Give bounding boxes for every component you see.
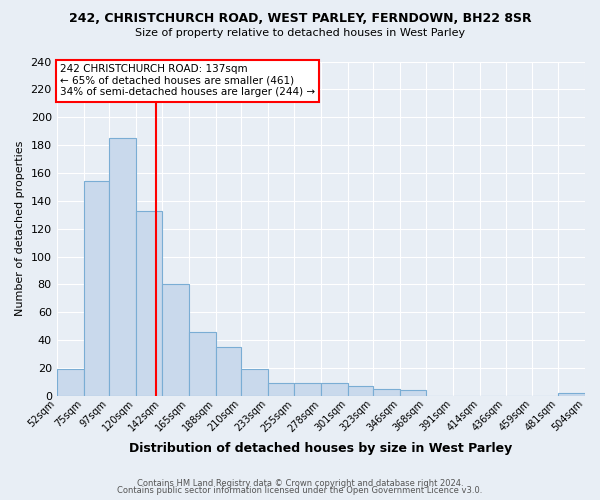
Text: Contains public sector information licensed under the Open Government Licence v3: Contains public sector information licen… (118, 486, 482, 495)
Bar (294, 384, 321, 396)
Text: 242 CHRISTCHURCH ROAD: 137sqm
← 65% of detached houses are smaller (461)
34% of : 242 CHRISTCHURCH ROAD: 137sqm ← 65% of d… (60, 64, 315, 98)
Bar (215, 347, 241, 396)
Bar (400, 390, 426, 396)
Text: 242, CHRISTCHURCH ROAD, WEST PARLEY, FERNDOWN, BH22 8SR: 242, CHRISTCHURCH ROAD, WEST PARLEY, FER… (68, 12, 532, 26)
Bar (109, 138, 136, 396)
Y-axis label: Number of detached properties: Number of detached properties (15, 141, 25, 316)
Bar (241, 370, 268, 396)
Bar (348, 386, 373, 396)
Bar (136, 210, 162, 396)
Bar (321, 384, 348, 396)
Bar (189, 332, 215, 396)
Bar (268, 384, 294, 396)
Bar (83, 182, 109, 396)
Bar (56, 370, 83, 396)
Text: Size of property relative to detached houses in West Parley: Size of property relative to detached ho… (135, 28, 465, 38)
Bar (162, 284, 189, 396)
Bar (558, 393, 585, 396)
X-axis label: Distribution of detached houses by size in West Parley: Distribution of detached houses by size … (129, 442, 512, 455)
Text: Contains HM Land Registry data © Crown copyright and database right 2024.: Contains HM Land Registry data © Crown c… (137, 478, 463, 488)
Bar (373, 389, 400, 396)
